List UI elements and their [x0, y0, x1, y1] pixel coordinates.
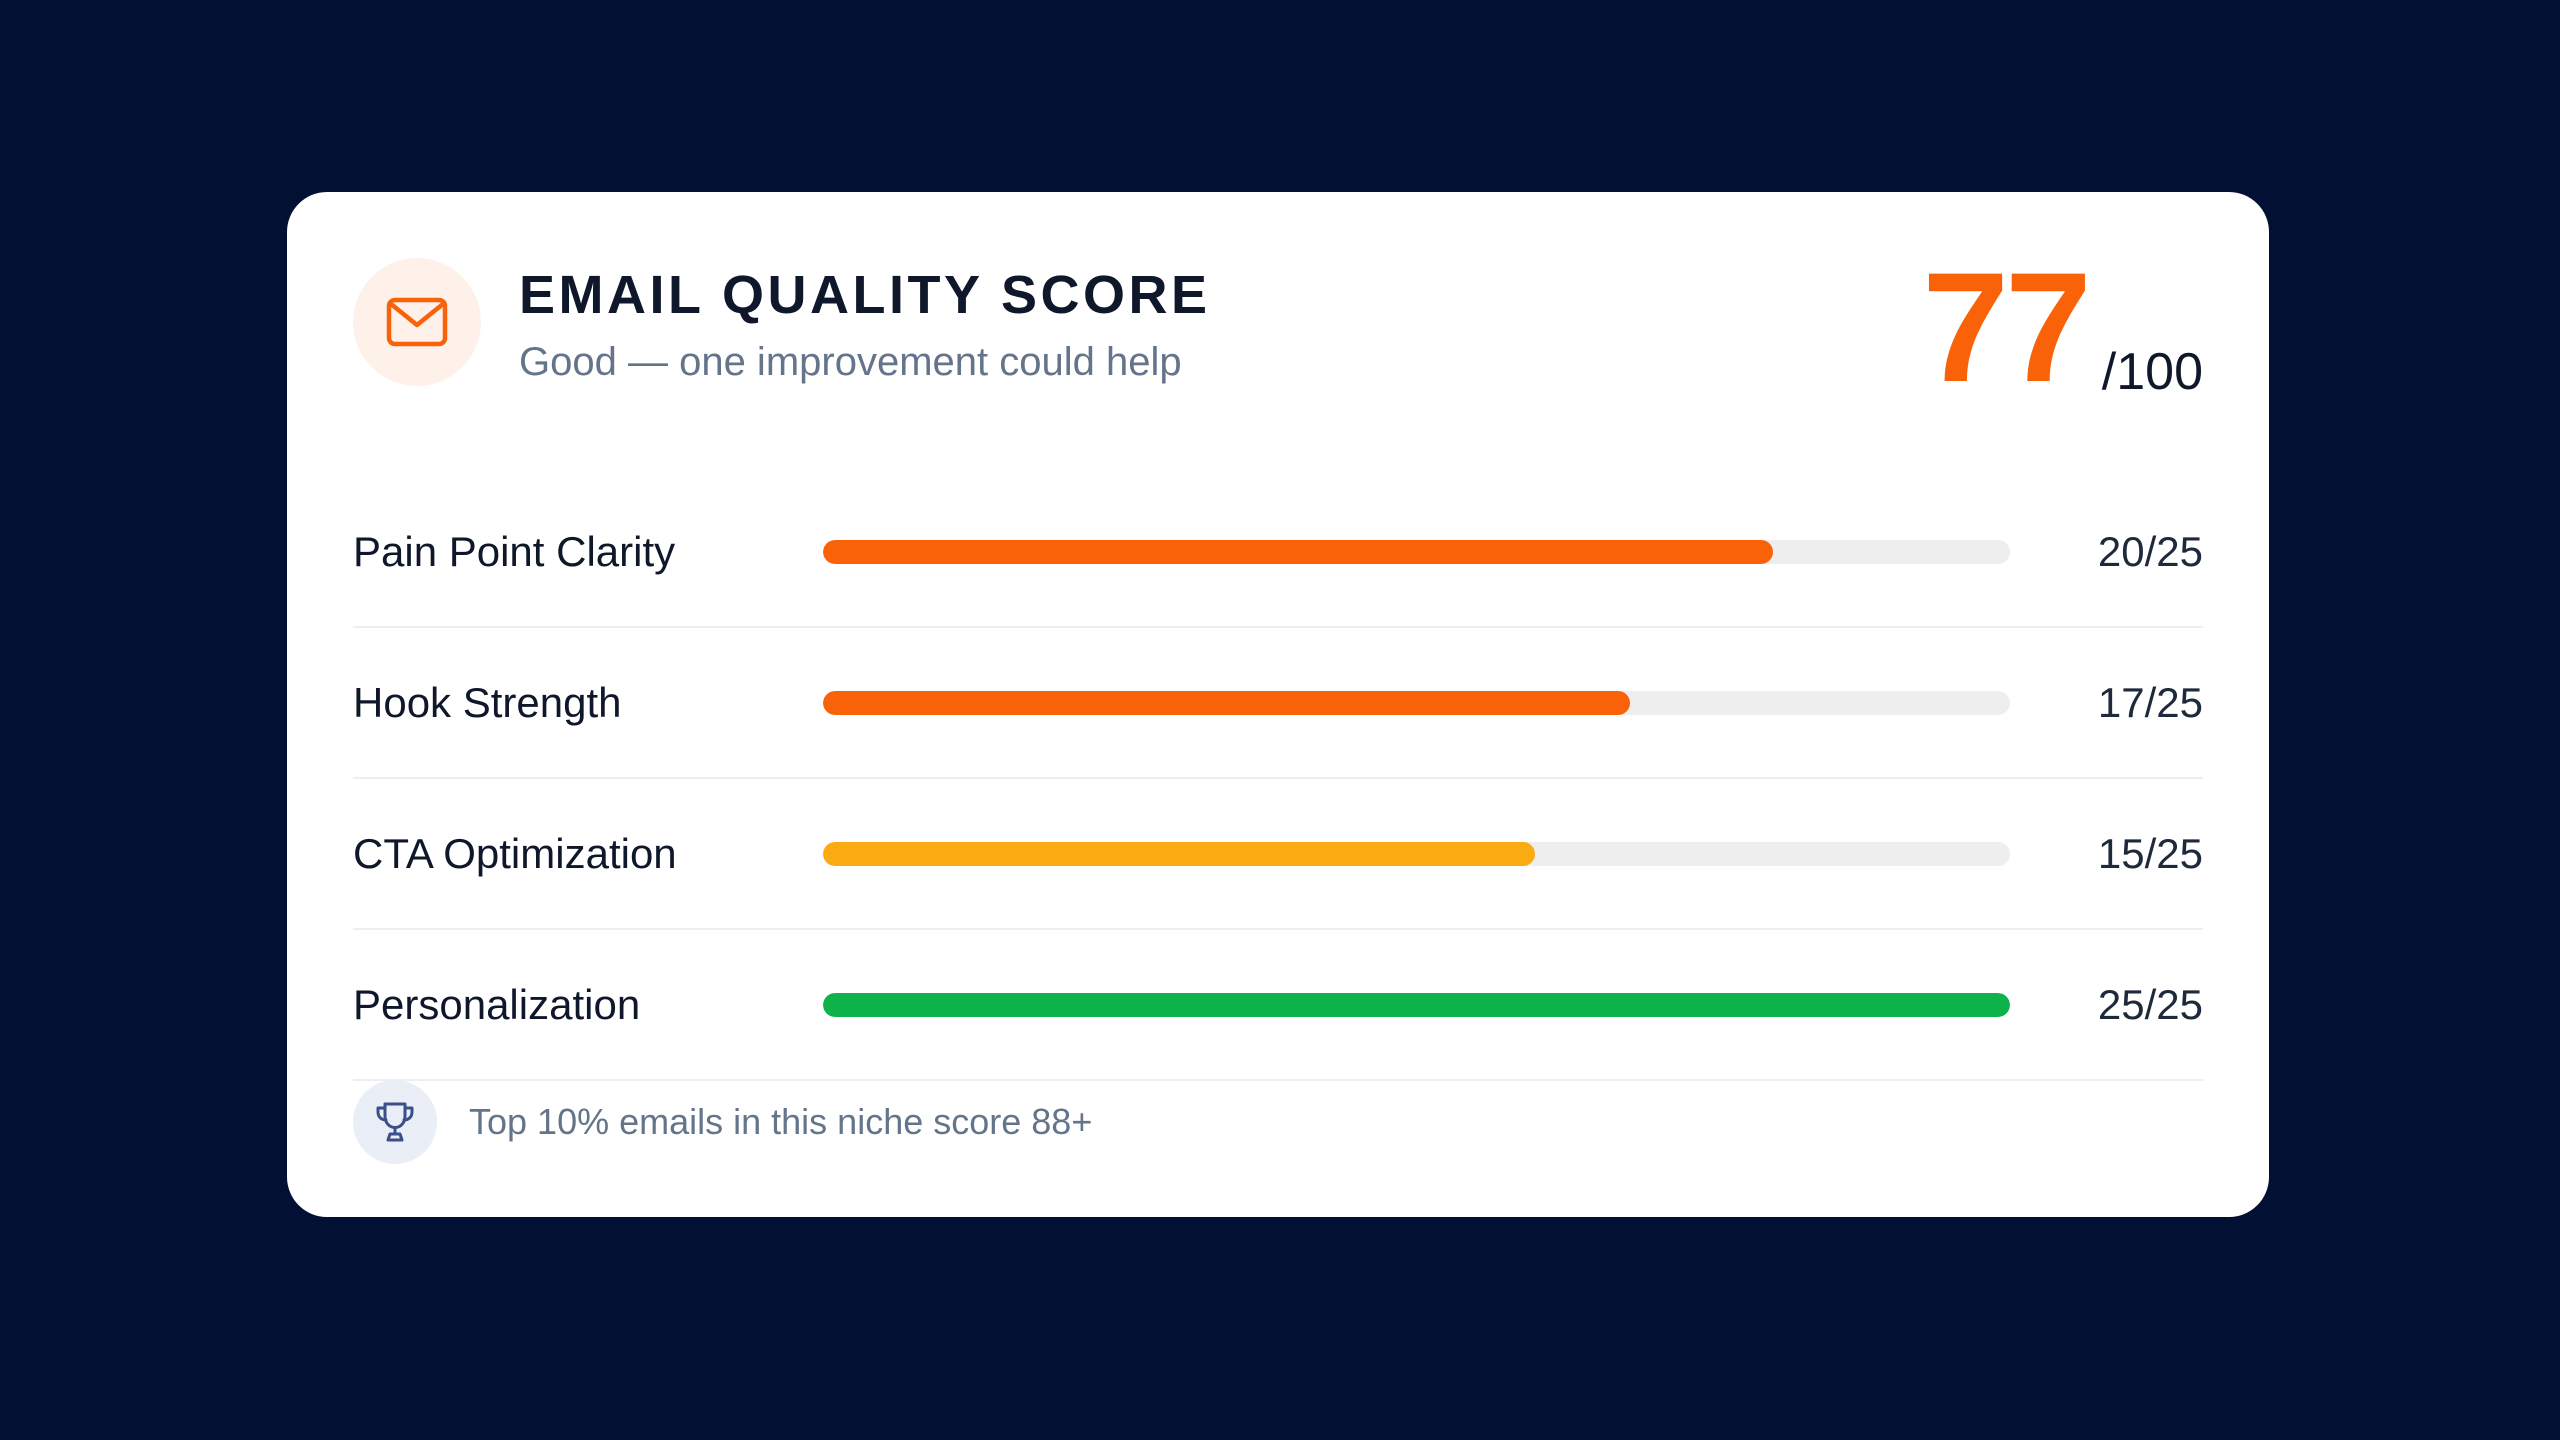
benchmark-note: Top 10% emails in this niche score 88+: [353, 1080, 1092, 1164]
overall-score: 77 /100: [1922, 250, 2203, 406]
metric-label: Hook Strength: [353, 678, 622, 726]
progress-fill: [823, 992, 2010, 1017]
metric-label: Pain Point Clarity: [353, 527, 676, 575]
email-quality-card: EMAIL QUALITY SCORE Good — one improveme…: [287, 192, 2269, 1217]
trophy-icon: [353, 1080, 437, 1164]
progress-fill: [823, 690, 1631, 715]
card-subtitle: Good — one improvement could help: [519, 340, 1182, 384]
metric-label: Personalization: [353, 980, 641, 1028]
envelope-icon: [353, 258, 481, 386]
score-value: 77: [1922, 241, 2092, 415]
metric-value: 17/25: [2097, 678, 2203, 726]
metric-row-personalization: Personalization 25/25: [353, 930, 2203, 1081]
metric-value: 15/25: [2097, 829, 2203, 877]
progress-track: [823, 992, 2010, 1017]
metric-value: 25/25: [2097, 980, 2203, 1028]
score-max: /100: [2101, 343, 2203, 401]
metric-label: CTA Optimization: [353, 829, 677, 877]
progress-track: [823, 539, 2010, 564]
metric-row-cta-optimization: CTA Optimization 15/25: [353, 779, 2203, 930]
metric-row-pain-point-clarity: Pain Point Clarity 20/25: [353, 477, 2203, 628]
progress-fill: [823, 841, 1536, 866]
progress-track: [823, 690, 2010, 715]
card-title: EMAIL QUALITY SCORE: [519, 265, 1211, 325]
progress-track: [823, 841, 2010, 866]
metric-value: 20/25: [2097, 527, 2203, 575]
benchmark-text: Top 10% emails in this niche score 88+: [469, 1101, 1093, 1142]
metric-list: Pain Point Clarity 20/25 Hook Strength 1…: [353, 477, 2203, 1081]
progress-fill: [823, 539, 1773, 564]
metric-row-hook-strength: Hook Strength 17/25: [353, 628, 2203, 779]
